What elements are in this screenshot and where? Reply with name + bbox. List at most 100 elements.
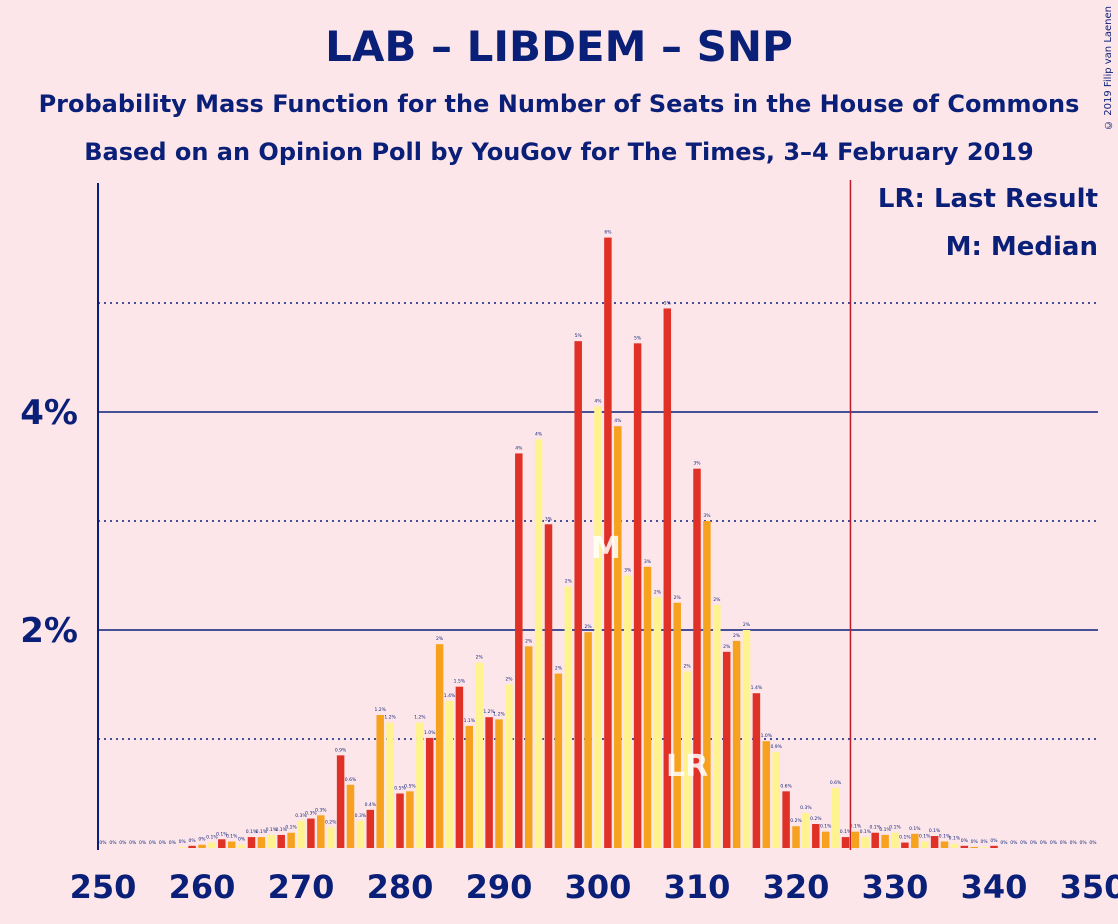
bar-label-325: 0.1% bbox=[840, 829, 852, 835]
bar-298 bbox=[574, 341, 582, 848]
bar-label-342: 0% bbox=[1010, 840, 1018, 846]
bar-262 bbox=[218, 839, 226, 848]
bar-label-271: 0.3% bbox=[305, 811, 317, 817]
bar-label-334: 0.1% bbox=[929, 828, 941, 834]
bar-label-292: 4% bbox=[515, 445, 523, 451]
bar-265 bbox=[247, 837, 256, 848]
bar-label-308: 2% bbox=[674, 595, 682, 601]
bar-label-290: 1.2% bbox=[493, 711, 505, 717]
bar-label-301: 6% bbox=[604, 230, 612, 236]
bar-label-280: 0.5% bbox=[394, 786, 406, 792]
bar-label-286: 1.5% bbox=[454, 679, 466, 685]
bar-label-309: 2% bbox=[684, 663, 692, 669]
legend-last-result: LR: Last Result bbox=[877, 184, 1098, 214]
bar-label-269: 0.1% bbox=[285, 825, 297, 831]
bar-label-324: 0.6% bbox=[830, 780, 842, 786]
bar-label-321: 0.3% bbox=[800, 805, 812, 811]
bar-label-270: 0.3% bbox=[295, 813, 307, 819]
bar-268 bbox=[277, 834, 285, 848]
bar-296 bbox=[554, 673, 563, 848]
bar-label-295: 3% bbox=[545, 516, 553, 522]
bar-271 bbox=[307, 818, 315, 848]
bar-260 bbox=[198, 844, 206, 848]
bar-290 bbox=[495, 719, 503, 848]
bar-label-323: 0.1% bbox=[820, 824, 832, 830]
bar-label-332: 0.1% bbox=[909, 826, 921, 832]
x-tick-label: 340 bbox=[961, 868, 1028, 906]
bar-label-296: 2% bbox=[555, 666, 563, 672]
bar-300 bbox=[594, 406, 602, 848]
bar-label-253: 0% bbox=[129, 840, 137, 846]
bar-label-348: 0% bbox=[1070, 840, 1078, 846]
bar-333 bbox=[920, 841, 929, 848]
bar-label-278: 1.2% bbox=[374, 707, 386, 713]
chart-title: LAB – LIBDEM – SNP bbox=[325, 22, 793, 71]
bar-301 bbox=[604, 237, 612, 849]
bar-312 bbox=[713, 604, 721, 848]
bar-304 bbox=[633, 343, 642, 848]
bar-320 bbox=[792, 826, 800, 848]
bar-label-331: 0.1% bbox=[899, 835, 911, 841]
bar-label-346: 0% bbox=[1050, 840, 1058, 846]
bar-label-303: 3% bbox=[624, 568, 632, 574]
bar-322 bbox=[812, 824, 820, 848]
bar-330 bbox=[891, 832, 899, 848]
bar-label-333: 0.1% bbox=[919, 833, 931, 839]
bar-label-320: 0.2% bbox=[790, 818, 802, 824]
bar-label-345: 0% bbox=[1040, 840, 1048, 846]
x-tick-label: 290 bbox=[466, 868, 533, 906]
bar-label-330: 0.1% bbox=[889, 825, 901, 831]
x-tick-label: 350 bbox=[1060, 868, 1118, 906]
bar-282 bbox=[416, 722, 424, 848]
bar-label-304: 5% bbox=[634, 335, 642, 341]
bar-label-276: 0.3% bbox=[355, 813, 367, 819]
bar-276 bbox=[356, 820, 365, 848]
bar-285 bbox=[445, 700, 454, 848]
bar-323 bbox=[821, 831, 830, 848]
median-marker: M bbox=[591, 531, 621, 566]
bar-281 bbox=[406, 791, 414, 848]
legend-median: M: Median bbox=[945, 232, 1098, 262]
bar-317 bbox=[762, 741, 771, 848]
bar-labels: 0% 0% 0% 0% 0% 0% 0% 0% 0% 0% 0% 0.1%0.1%0.1%0%0.1%… bbox=[99, 230, 1097, 846]
bar-259 bbox=[188, 845, 196, 848]
bar-283 bbox=[425, 737, 434, 848]
bar-label-306: 2% bbox=[654, 589, 662, 595]
bar-label-251: 0% bbox=[109, 840, 117, 846]
x-tick-label: 280 bbox=[367, 868, 434, 906]
bar-label-335: 0.1% bbox=[939, 833, 951, 839]
bar-label-289: 1.2% bbox=[483, 709, 495, 715]
bar-263 bbox=[227, 841, 236, 848]
bar-label-317: 1.0% bbox=[761, 733, 773, 739]
bar-306 bbox=[653, 597, 662, 848]
bar-303 bbox=[623, 575, 632, 848]
bar-280 bbox=[396, 793, 404, 848]
bar-label-288: 2% bbox=[476, 655, 484, 661]
bar-label-314: 2% bbox=[733, 633, 741, 639]
bar-311 bbox=[703, 521, 711, 848]
bar-label-350: 0% bbox=[1089, 840, 1097, 846]
bar-292 bbox=[515, 453, 523, 848]
bar-334 bbox=[930, 836, 939, 848]
bar-324 bbox=[831, 788, 840, 848]
bar-label-294: 4% bbox=[535, 431, 543, 437]
bar-294 bbox=[534, 439, 543, 848]
x-tick-label: 330 bbox=[862, 868, 929, 906]
bar-label-338: 0% bbox=[971, 839, 979, 845]
bar-label-255: 0% bbox=[149, 840, 157, 846]
bar-label-327: 0.1% bbox=[860, 829, 872, 835]
bar-278 bbox=[376, 715, 384, 848]
bar-label-299: 2% bbox=[585, 624, 593, 630]
bar-291 bbox=[505, 684, 513, 848]
bar-339 bbox=[980, 846, 988, 848]
bar-261 bbox=[208, 842, 216, 848]
x-tick-label: 300 bbox=[565, 868, 632, 906]
bar-label-318: 0.9% bbox=[770, 744, 782, 750]
bar-272 bbox=[317, 815, 325, 848]
bar-label-264: 0% bbox=[238, 837, 246, 843]
bar-label-277: 0.4% bbox=[365, 802, 377, 808]
bar-335 bbox=[940, 841, 949, 848]
bar-273 bbox=[326, 827, 335, 848]
bar-label-258: 0% bbox=[179, 839, 187, 845]
x-tick-label: 320 bbox=[763, 868, 830, 906]
